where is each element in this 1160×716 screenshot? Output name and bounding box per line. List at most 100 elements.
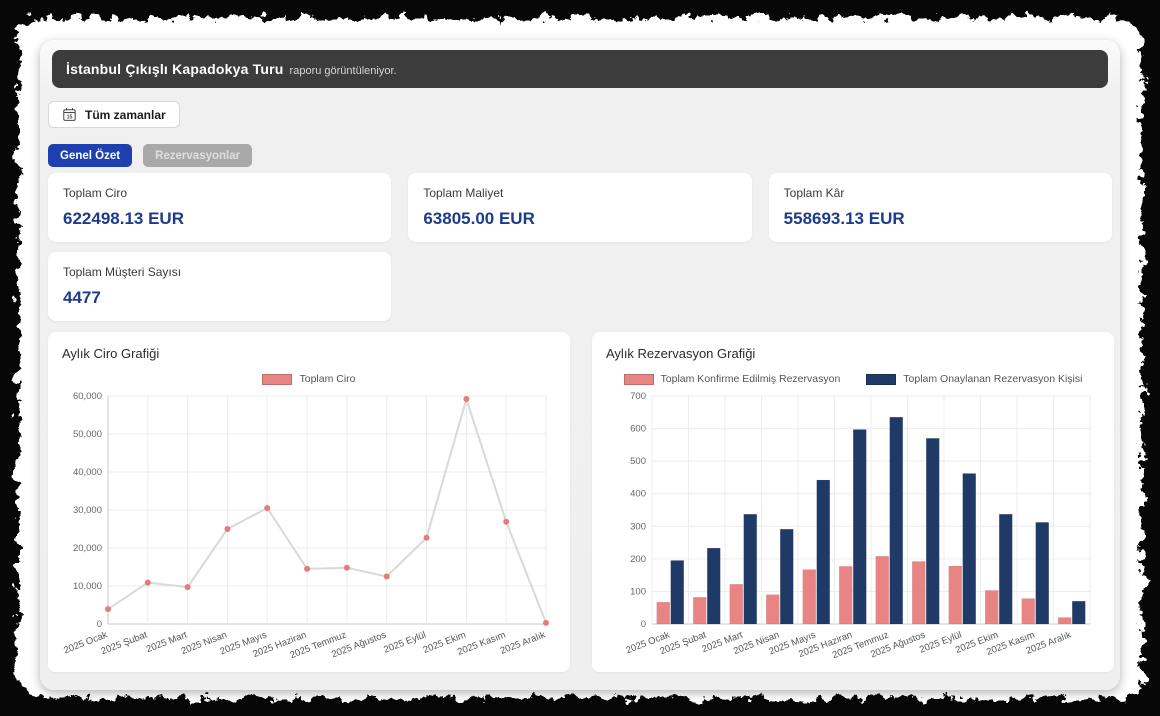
y-axis-tick-label: 600 (630, 424, 646, 435)
bar-segment (816, 479, 830, 625)
bar-segment (875, 556, 889, 625)
calendar-icon: 15 (63, 108, 76, 121)
bar-segment (729, 584, 743, 625)
stat-label: Toplam Ciro (63, 186, 128, 200)
legend-label: Toplam Onaylanan Rezervasyon Kişisi (903, 373, 1083, 385)
bar-segment (948, 565, 962, 625)
y-axis-tick-label: 700 (630, 391, 646, 402)
y-axis-tick-label: 100 (630, 586, 646, 597)
bar-segment (999, 513, 1013, 625)
data-point-marker (264, 505, 271, 512)
bar-segment (1021, 598, 1035, 625)
date-range-button[interactable]: 15 Tüm zamanlar (48, 101, 180, 128)
stat-label: Toplam Kâr (783, 186, 845, 200)
y-axis-tick-label: 300 (630, 521, 646, 532)
legend-label: Toplam Konfirme Edilmiş Rezervasyon (660, 373, 841, 385)
bar-segment (962, 473, 976, 625)
tab-bar: Genel Özet Rezervasyonlar (48, 144, 1112, 167)
bar-segment (656, 601, 670, 625)
tab-rezervasyonlar[interactable]: Rezervasyonlar (143, 144, 253, 167)
stats-grid: Toplam Ciro 622498.13 EUR Toplam Maliyet… (48, 173, 1112, 321)
x-axis-tick-label: 2025 Eylül (382, 630, 427, 656)
y-axis-tick-label: 0 (641, 619, 646, 630)
bar-segment (839, 566, 853, 625)
legend-item[interactable]: Toplam Onaylanan Rezervasyon Kişisi (866, 373, 1082, 385)
y-axis-tick-label: 30,000 (73, 505, 102, 516)
bar-segment (766, 594, 780, 625)
data-point-marker (343, 564, 350, 571)
y-axis-tick-label: 10,000 (73, 581, 102, 592)
bar-segment (1035, 522, 1049, 625)
y-axis-tick-label: 500 (630, 456, 646, 467)
bar-segment (707, 547, 721, 625)
data-point-marker (184, 584, 191, 591)
stat-card-toplam-maliyet: Toplam Maliyet 63805.00 EUR (408, 173, 752, 242)
stat-value: 622498.13 EUR (63, 209, 184, 228)
bar-segment (912, 561, 926, 625)
data-point-marker (503, 518, 510, 525)
bar-segment (1058, 617, 1072, 625)
x-axis-tick-label: 2025 Aralık (499, 629, 548, 656)
report-app-panel: İstanbul Çıkışlı Kapadokya Turu raporu g… (40, 40, 1120, 690)
data-point-marker (144, 579, 151, 586)
data-point-marker (224, 526, 231, 532)
chart-legend: Toplam Ciro (62, 372, 556, 386)
stat-value: 558693.13 EUR (783, 209, 905, 228)
y-axis-tick-label: 40,000 (73, 467, 102, 478)
bar-segment (780, 528, 794, 625)
bar-segment (670, 560, 684, 625)
y-axis-tick-label: 0 (97, 619, 102, 630)
y-axis-tick-label: 50,000 (73, 429, 102, 440)
data-point-marker (105, 606, 111, 613)
y-axis-tick-label: 20,000 (73, 543, 102, 554)
bar-segment (802, 569, 816, 625)
legend-swatch (623, 373, 654, 385)
stat-value: 63805.00 EUR (423, 209, 535, 228)
stat-card-toplam-ciro: Toplam Ciro 622498.13 EUR (48, 173, 392, 242)
bar-segment (926, 438, 940, 625)
data-point-marker (543, 619, 549, 626)
tab-genel-ozet[interactable]: Genel Özet (48, 144, 133, 167)
toolbar: 15 Tüm zamanlar (48, 101, 1112, 128)
bar-segment (985, 590, 999, 625)
y-axis-tick-label: 60,000 (73, 391, 102, 402)
x-axis-tick-label: 2025 Şubat (100, 629, 150, 657)
legend-item[interactable]: Toplam Konfirme Edilmiş Rezervasyon (623, 373, 841, 385)
data-point-marker (423, 534, 430, 541)
bar-segment (853, 429, 867, 625)
chart-title: Aylık Rezervasyon Grafiği (606, 346, 756, 361)
chart-title: Aylık Ciro Grafiği (62, 346, 160, 361)
bar-segment (1072, 600, 1086, 625)
line-chart-svg: 0 10,000 20,000 30,000 40,000 50,000 60,000 202… (62, 391, 549, 661)
bar-segment (693, 597, 707, 625)
stat-card-toplam-musteri: Toplam Müşteri Sayısı 4477 (48, 252, 392, 321)
y-axis-tick-label: 400 (630, 489, 646, 500)
report-subtitle: raporu görüntüleniyor. (289, 65, 397, 77)
chart-legend: Toplam Konfirme Edilmiş Rezervasyon Topla… (606, 372, 1100, 386)
legend-label: Toplam Ciro (299, 373, 356, 385)
line-chart-canvas[interactable]: 0 10,000 20,000 30,000 40,000 50,000 60,000 202… (62, 388, 556, 671)
data-point-marker (383, 573, 390, 580)
charts-grid: Aylık Ciro Grafiği Toplam Ciro 0 10,000 20… (48, 332, 1114, 672)
bar-segment (889, 416, 903, 625)
chart-card-aylik-ciro: Aylık Ciro Grafiği Toplam Ciro 0 10,000 20… (48, 332, 570, 672)
chart-card-aylik-rezervasyon: Aylık Rezervasyon Grafiği Toplam Konfirm… (592, 332, 1114, 672)
data-point-marker (304, 565, 311, 572)
legend-item[interactable]: Toplam Ciro (262, 373, 356, 385)
bar-chart-canvas[interactable]: 0 100 200 300 400 500 600 700 2025 Ocak 2025 Şuba… (606, 388, 1100, 671)
stat-value: 4477 (63, 288, 101, 307)
data-point-marker (463, 396, 470, 403)
report-title: İstanbul Çıkışlı Kapadokya Turu (66, 61, 284, 77)
legend-swatch (262, 373, 293, 385)
calendar-day-number: 15 (67, 115, 73, 121)
line-series (107, 398, 547, 624)
bar-segment (743, 513, 757, 625)
date-range-label: Tüm zamanlar (85, 107, 166, 122)
legend-swatch (866, 373, 897, 385)
stat-label: Toplam Müşteri Sayısı (63, 265, 182, 279)
stat-card-toplam-kar: Toplam Kâr 558693.13 EUR (768, 173, 1112, 242)
stat-label: Toplam Maliyet (423, 186, 504, 200)
report-banner: İstanbul Çıkışlı Kapadokya Turu raporu g… (52, 50, 1108, 88)
